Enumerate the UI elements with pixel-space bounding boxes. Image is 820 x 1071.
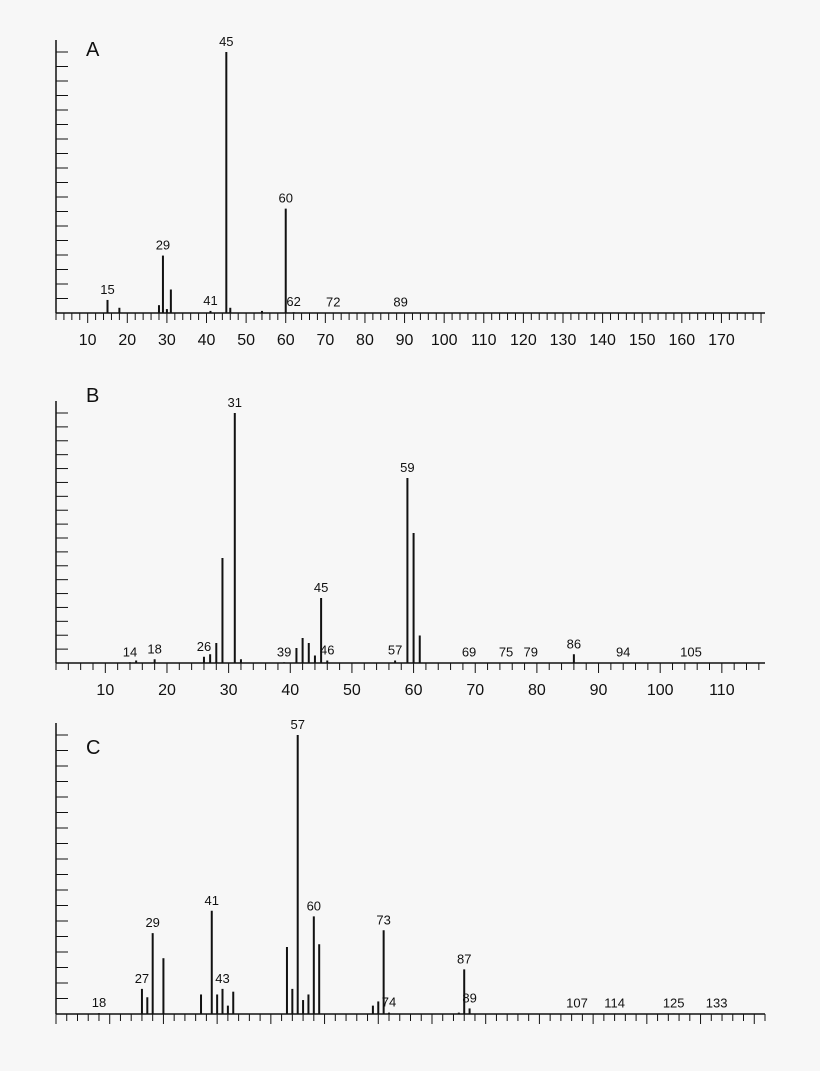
spectrum-panel-b: B 10 20 30 40 50 60 70 80 90 100 110 14 18 26 31 39 45 46 5… [55,385,765,699]
peak-label: 60 [307,898,321,913]
x-tick-label: 110 [471,332,497,349]
x-tick-label: 10 [79,332,97,349]
x-tick-label: 10 [96,682,114,699]
peak-label: 60 [278,191,292,206]
x-tick-label: 30 [158,332,176,349]
x-tick-label: 30 [220,682,238,699]
peak-label: 45 [314,580,328,595]
x-tick-label: 130 [550,332,577,349]
x-tick-label: 20 [158,682,176,699]
peak-label: 62 [286,294,300,309]
peak-label: 39 [277,644,291,659]
x-tick-label: 90 [396,332,414,349]
peak-label: 87 [457,951,471,966]
peak-label: 18 [92,995,106,1010]
peak-label: 46 [320,643,334,658]
x-tick-label: 40 [281,682,299,699]
peak-label: 125 [663,995,685,1010]
peak-label: 73 [376,912,390,927]
peak-label: 27 [135,971,149,986]
peak-label: 94 [616,645,630,660]
x-tick-label: 40 [198,332,216,349]
peak-label: 69 [462,645,476,660]
x-tick-label: 80 [528,682,546,699]
peak-label: 74 [382,995,396,1010]
peak-label: 41 [203,293,217,308]
x-tick-label: 100 [647,682,674,699]
x-tick-label: 50 [237,332,255,349]
spectrum-panel-c: C 18 27 29 41 43 57 60 73 74 87 89 107 114 125 133 [55,717,766,1024]
peak-label: 107 [566,995,588,1010]
x-tick-label: 100 [431,332,458,349]
peak-label: 59 [400,460,414,475]
peak-label: 105 [680,645,702,660]
peak-label: 31 [228,395,242,410]
peak-label: 79 [523,645,537,660]
peak-label: 89 [462,990,476,1005]
peak-label: 114 [604,995,625,1010]
peak-label: 75 [499,645,513,660]
peak-label: 57 [388,643,402,658]
x-tick-label: 60 [277,332,295,349]
x-tick-label: 110 [709,682,735,699]
peak-label: 89 [393,294,407,309]
x-tick-label: 60 [405,682,423,699]
peak-label: 43 [215,971,229,986]
peak-label: 29 [156,238,170,253]
peak-label: 72 [326,294,340,309]
x-tick-label: 70 [466,682,484,699]
x-tick-label: 120 [510,332,537,349]
peak-label: 45 [219,34,233,49]
peak-label: 18 [147,641,161,656]
x-tick-label: 140 [589,332,616,349]
peak-label: 57 [290,717,304,732]
x-tick-label: 20 [118,332,136,349]
panel-label: B [86,385,99,407]
x-tick-label: 170 [708,332,735,349]
peak-label: 41 [205,893,219,908]
peak-label: 29 [145,915,159,930]
x-tick-label: 70 [316,332,334,349]
peak-label: 15 [100,282,114,297]
x-tick-label: 50 [343,682,361,699]
panel-label: C [86,737,100,759]
peak-label: 86 [567,636,581,651]
panel-label: A [86,39,100,61]
peak-label: 26 [197,639,211,654]
peak-label: 14 [123,644,137,659]
x-tick-label: 150 [629,332,656,349]
x-tick-label: 90 [590,682,608,699]
peak-label: 133 [706,995,728,1010]
spectrum-panel-a: A 10 20 30 40 50 60 70 80 90 100 110 120 130 140 150 160… [55,34,765,349]
x-tick-label: 160 [668,332,695,349]
x-tick-label: 80 [356,332,374,349]
